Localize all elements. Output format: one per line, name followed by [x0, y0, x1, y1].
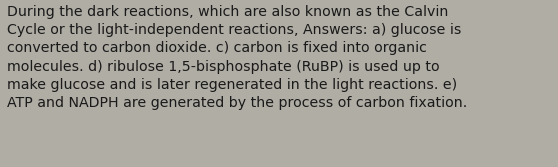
Text: During the dark reactions, which are also known as the Calvin
Cycle or the light: During the dark reactions, which are als…	[7, 5, 468, 110]
